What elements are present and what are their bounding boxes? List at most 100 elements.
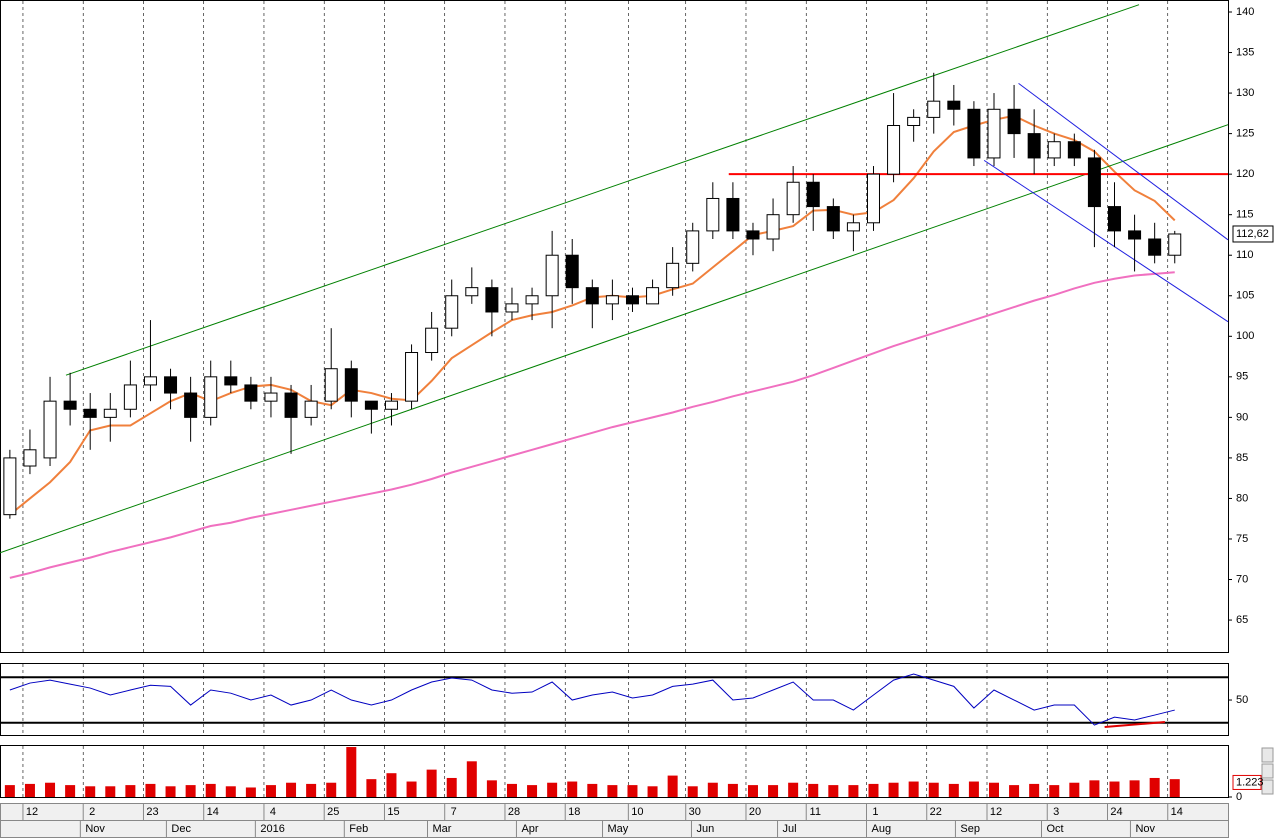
month-label: Jul: [783, 823, 797, 835]
scroll-down[interactable]: [1261, 779, 1274, 795]
volume-bar: [506, 783, 517, 797]
y-tick-label: 125: [1236, 128, 1254, 140]
month-label: May: [608, 823, 629, 835]
candle-body: [987, 108, 1001, 159]
volume-bar: [386, 773, 397, 797]
volume-bar: [1049, 785, 1060, 797]
candle-body: [1128, 230, 1142, 240]
rsi-line: [9, 673, 1175, 726]
y-tick-label: 140: [1236, 6, 1254, 18]
candle-body: [907, 116, 921, 127]
volume-panel: [0, 745, 1229, 798]
volume-bar: [1069, 782, 1080, 797]
month-label: Nov: [85, 823, 105, 835]
last-price-label: 112,62: [1236, 228, 1269, 240]
candle-body: [425, 327, 439, 354]
candle-body: [585, 287, 599, 305]
volume-bar: [286, 782, 297, 797]
x-tick-label: 12: [26, 806, 38, 818]
x-tick-label: 23: [146, 806, 158, 818]
volume-bar: [687, 786, 698, 797]
trend-line: [65, 4, 1140, 376]
month-label: Aug: [871, 823, 891, 835]
candle-body: [264, 392, 278, 402]
candle-body: [706, 197, 720, 232]
volume-bar: [4, 785, 15, 797]
candle-body: [967, 108, 981, 159]
candle-body: [43, 400, 57, 459]
candle-body: [224, 376, 238, 386]
y-tick-label: 95: [1236, 371, 1248, 383]
volume-bar: [185, 785, 196, 797]
volume-bar: [1029, 783, 1040, 797]
volume-bar: [346, 747, 357, 797]
y-tick-label: 105: [1236, 290, 1254, 302]
volume-bar: [225, 786, 236, 797]
y-tick-label: 100: [1236, 330, 1254, 342]
candle-body: [364, 400, 378, 410]
volume-bar: [105, 786, 116, 797]
candle-body: [666, 262, 680, 289]
volume-bar: [928, 782, 939, 797]
volume-bar: [547, 782, 558, 797]
volume-bar: [366, 779, 377, 797]
candle-body: [505, 303, 519, 313]
candle-body: [324, 368, 338, 402]
scroll-up[interactable]: [1261, 747, 1274, 763]
candle-body: [485, 287, 499, 313]
volume-bar: [888, 782, 899, 797]
volume-bar: [486, 780, 497, 797]
volume-bar: [306, 783, 317, 797]
candle-body: [1047, 141, 1061, 159]
x-tick-label: 14: [207, 806, 219, 818]
x-tick-label: 22: [930, 806, 942, 818]
candle-body: [887, 125, 901, 175]
date-row: [0, 803, 1229, 821]
candle-body: [164, 376, 178, 394]
candle-body: [746, 230, 760, 240]
month-label: Nov: [1135, 823, 1155, 835]
candle-body: [1087, 157, 1101, 208]
candle-body: [565, 254, 579, 289]
last-volume-label: 1.223: [1236, 776, 1264, 788]
candle-body: [625, 295, 639, 305]
trend-line: [1018, 82, 1229, 241]
y-tick-label: 70: [1236, 573, 1248, 585]
candle-body: [927, 100, 941, 118]
x-tick-label: 4: [270, 806, 276, 818]
x-tick-label: 25: [327, 806, 339, 818]
scroll-thumb[interactable]: [1261, 763, 1274, 779]
x-tick-label: 12: [990, 806, 1002, 818]
volume-bar: [326, 782, 337, 797]
volume-bar: [908, 781, 919, 797]
candle-body: [846, 222, 860, 232]
candle-body: [786, 181, 800, 216]
candle-body: [1168, 233, 1182, 256]
divergence-line: [1104, 721, 1165, 729]
volume-bar: [1109, 781, 1120, 797]
candle-body: [1067, 141, 1081, 159]
volume-bar: [968, 781, 979, 797]
volume-bar: [707, 782, 718, 797]
candle-body: [465, 287, 479, 297]
x-tick-label: 30: [689, 806, 701, 818]
y-tick-label: 130: [1236, 87, 1254, 99]
candle-body: [545, 254, 559, 297]
price-panel: [0, 0, 1229, 653]
volume-bar: [24, 783, 35, 797]
volume-bar: [727, 783, 738, 797]
volume-bar: [466, 761, 477, 797]
month-label: Mar: [433, 823, 452, 835]
volume-bar: [587, 783, 598, 797]
volume-bar: [65, 785, 76, 797]
volume-bar: [125, 785, 136, 797]
candle-body: [1027, 133, 1041, 159]
volume-bar: [667, 775, 678, 797]
candle-body: [1107, 206, 1121, 232]
x-tick-label: 14: [1171, 806, 1183, 818]
last-volume-box: [1232, 774, 1262, 790]
volume-bar: [647, 786, 658, 797]
month-label: 2016: [260, 823, 284, 835]
x-tick-label: 2: [89, 806, 95, 818]
